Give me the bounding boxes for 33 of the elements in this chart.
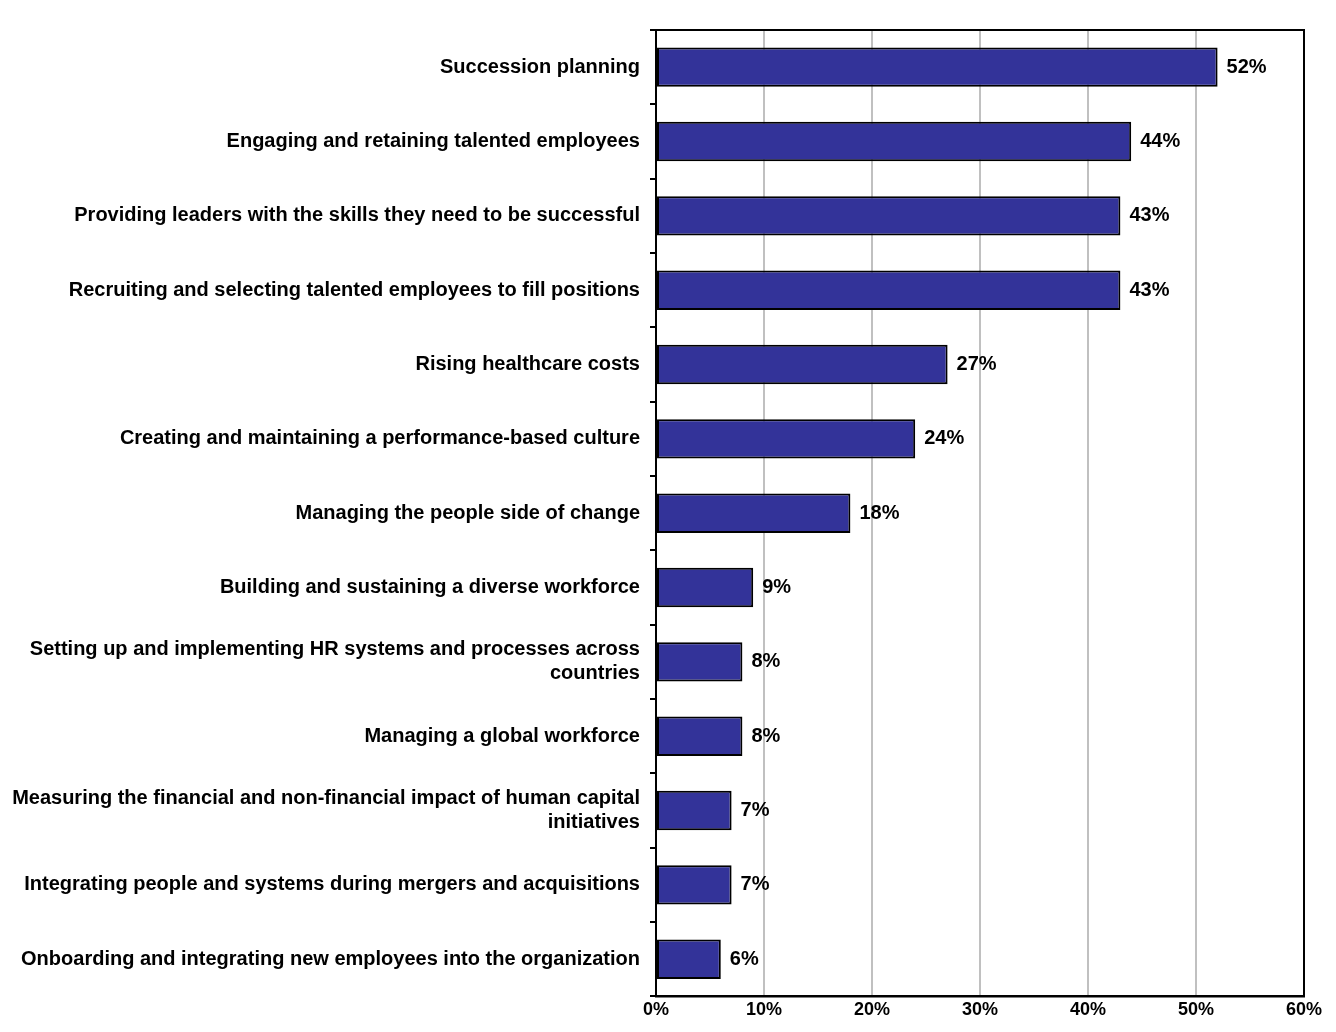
data-label: 7% — [740, 872, 770, 895]
x-tick-label: 60% — [1285, 999, 1323, 1020]
y-tick-label: Building and sustaining a diverse workforce — [219, 575, 640, 598]
y-tick-label: Integrating people and systems during mergers and acquisitions — [24, 872, 640, 895]
y-tick-label: Engaging and retaining talented employees — [226, 129, 640, 152]
y-tick-label: Recruiting and selecting talented employees to fill positions — [68, 277, 640, 300]
x-tick-label: 20% — [853, 999, 891, 1020]
x-tick-label: 0% — [642, 999, 670, 1020]
data-label: 8% — [751, 723, 781, 746]
x-tick-label: 10% — [745, 999, 783, 1020]
data-label: 43% — [1129, 277, 1170, 300]
data-label: 52% — [1226, 54, 1267, 77]
y-tick-label: Managing a global workforce — [364, 723, 640, 746]
x-tick-label: 30% — [961, 999, 999, 1020]
data-label: 8% — [751, 649, 781, 672]
y-tick-label: Rising healthcare costs — [415, 352, 640, 375]
data-label: 7% — [740, 798, 770, 821]
x-tick-label: 40% — [1069, 999, 1107, 1020]
data-label: 9% — [762, 575, 792, 598]
data-label: 44% — [1140, 129, 1181, 152]
data-label: 27% — [956, 352, 997, 375]
y-tick-label: Creating and maintaining a performance-based culture — [119, 426, 640, 449]
y-tick-label: Managing the people side of change — [295, 500, 640, 523]
y-tick-label: Onboarding and integrating new employees into the organization — [21, 946, 640, 969]
data-label: 24% — [924, 426, 965, 449]
data-label: 18% — [859, 500, 900, 523]
data-label: 43% — [1129, 203, 1170, 226]
y-tick-label: Providing leaders with the skills they need to be successful — [74, 203, 640, 226]
y-tick-label: Measuring the financial and non-financial impact of human capital initiatives — [12, 786, 640, 833]
y-tick-label: Setting up and implementing HR systems and processes across countries — [29, 637, 640, 684]
x-tick-label: 50% — [1177, 999, 1215, 1020]
data-label: 6% — [729, 946, 759, 969]
y-tick-label: Succession planning — [439, 54, 640, 77]
